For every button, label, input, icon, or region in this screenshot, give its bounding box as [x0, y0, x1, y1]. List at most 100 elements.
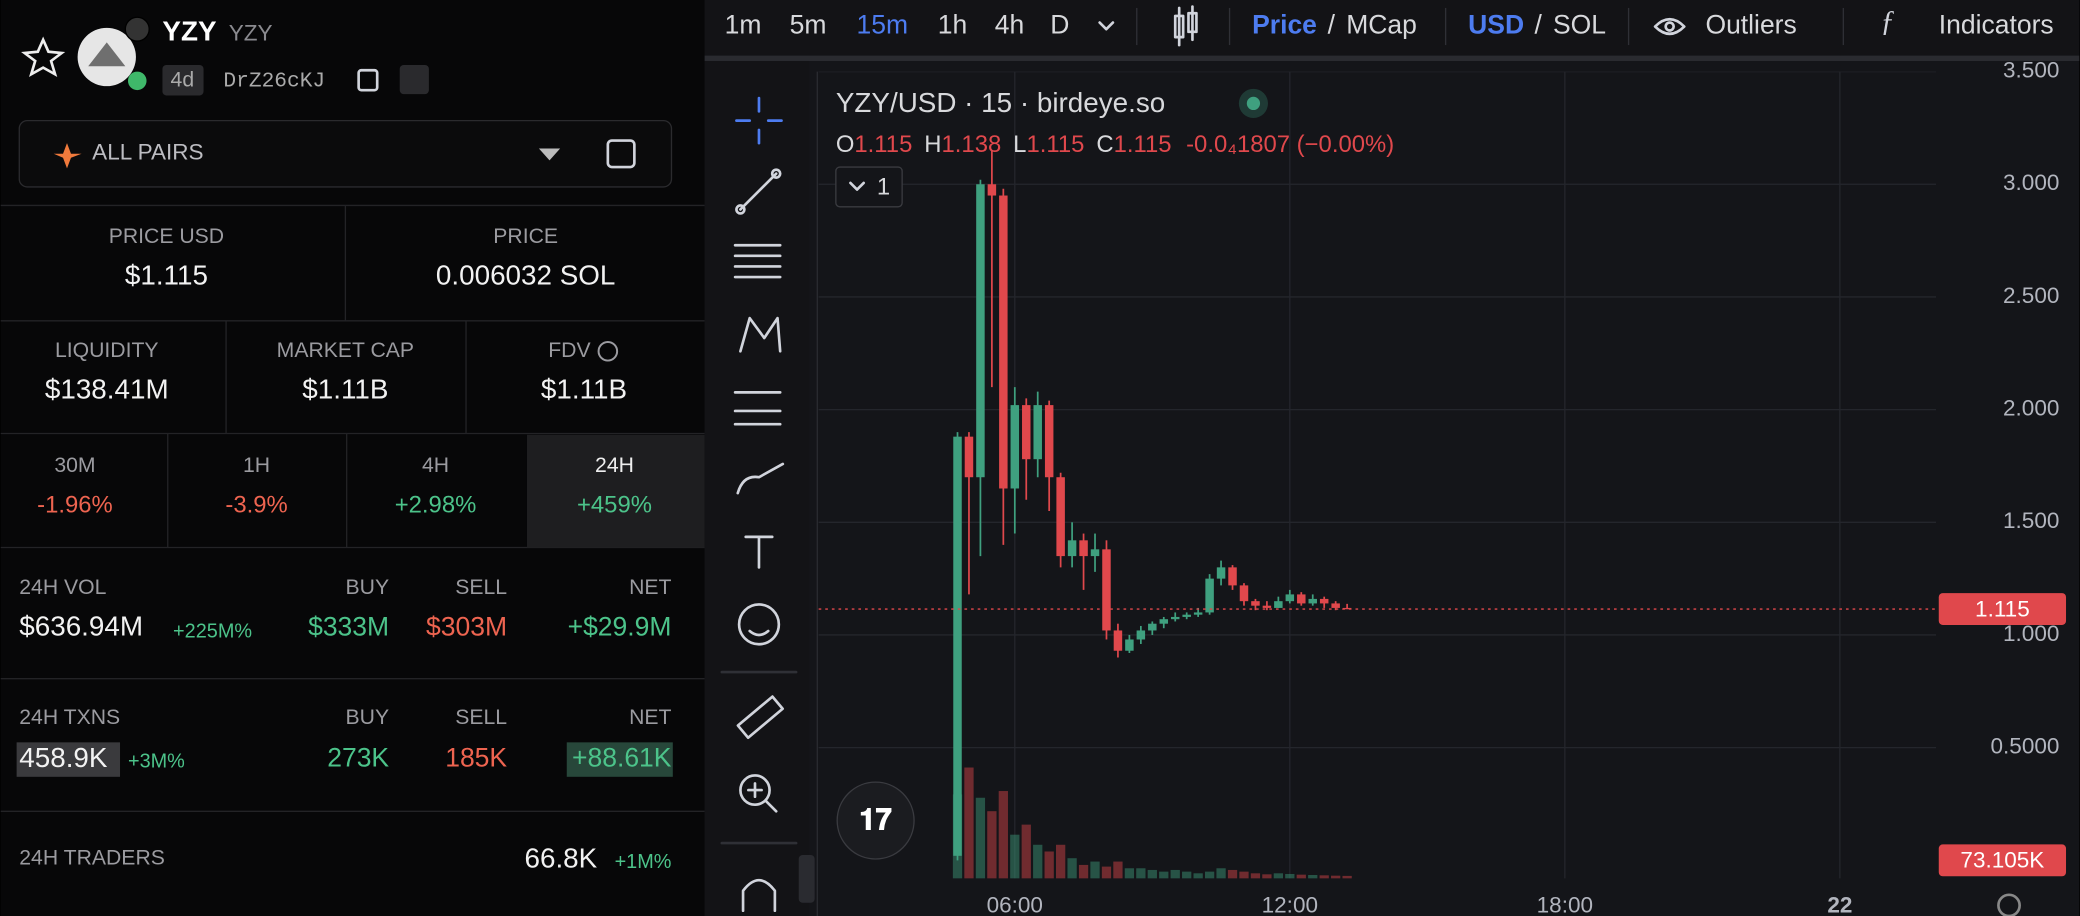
- interval-dropdown[interactable]: [1098, 21, 1115, 31]
- candle-body: [1148, 623, 1157, 631]
- candle-body: [1205, 578, 1214, 613]
- ruler-tool[interactable]: [736, 695, 784, 740]
- change-tab[interactable]: 1H: [243, 454, 270, 477]
- sparkle-icon: [53, 143, 82, 169]
- plot: [818, 71, 1937, 879]
- volume-bar: [1055, 844, 1066, 879]
- ohlc-legend: O1.115 H1.138 L1.115 C1.115 -0.0₄1807 (−…: [836, 131, 1394, 158]
- volume-bar: [1101, 866, 1112, 879]
- buy-label: BUY: [346, 706, 390, 729]
- volume-bar: [1147, 869, 1157, 879]
- pane-count: 1: [877, 174, 890, 201]
- legend-value: 1.138: [942, 131, 1002, 158]
- volume-bar: [1216, 868, 1226, 879]
- legend-value: 1.115: [854, 131, 912, 158]
- candle-body: [1297, 594, 1306, 604]
- tv-logo[interactable]: [836, 781, 915, 860]
- sell-label: SELL: [455, 576, 507, 599]
- crosshair-tool[interactable]: [735, 96, 783, 145]
- volume-bar: [1010, 834, 1020, 879]
- usd-toggle[interactable]: USD: [1468, 10, 1524, 40]
- interval-button[interactable]: 5m: [790, 10, 827, 40]
- row-total: 458.9K: [19, 742, 108, 773]
- candle-body: [987, 184, 997, 196]
- collapse-handle[interactable]: [798, 855, 815, 903]
- legend-change: -0.0₄1807 (−0.00%): [1186, 131, 1394, 158]
- emoji-tool[interactable]: [737, 603, 781, 646]
- drawing-tools: [720, 96, 798, 913]
- price-toggle[interactable]: Price: [1252, 10, 1317, 40]
- volume-bar: [1159, 871, 1169, 879]
- sell-label: SELL: [455, 706, 507, 729]
- candle-body: [1182, 614, 1191, 617]
- copy-pair[interactable]: [606, 139, 636, 169]
- interval-button[interactable]: 1m: [725, 10, 762, 40]
- change-value: +459%: [577, 492, 652, 519]
- pair-selector-label: ALL PAIRS: [92, 140, 203, 165]
- settings-icon[interactable]: [1997, 893, 2021, 916]
- volume-bar: [964, 767, 974, 879]
- x-tick-label: 18:00: [1537, 893, 1593, 916]
- text-tool[interactable]: [744, 535, 774, 569]
- candle-body: [1125, 639, 1134, 651]
- outliers-button[interactable]: Outliers: [1705, 10, 1796, 40]
- pair-selector[interactable]: [18, 119, 673, 188]
- open-link[interactable]: [399, 64, 429, 95]
- y-tick-label: 1.500: [2003, 508, 2059, 533]
- stat-label: PRICE: [493, 225, 558, 248]
- projection-tool[interactable]: [733, 391, 782, 426]
- chart-title: YZY/USD · 15 · birdeye.so: [836, 87, 1165, 118]
- row-label: 24H TRADERS: [19, 847, 165, 870]
- candle-body: [1090, 549, 1100, 557]
- candle-body: [1331, 603, 1340, 608]
- volume-bar: [1319, 875, 1329, 879]
- buy-value: 273K: [327, 743, 389, 773]
- buy-value: $333M: [308, 611, 389, 641]
- info-icon[interactable]: [597, 341, 619, 362]
- change-tab[interactable]: 4H: [422, 454, 449, 477]
- y-tick-label: 0.5000: [1991, 734, 2060, 759]
- interval-button[interactable]: D: [1050, 10, 1069, 40]
- fib-tool[interactable]: [733, 243, 782, 279]
- pattern-tool[interactable]: [739, 316, 782, 353]
- fx-icon: ƒ: [1880, 6, 1895, 38]
- candle-body: [1113, 630, 1123, 651]
- y-tick-label: 2.000: [2003, 396, 2059, 421]
- mcap-toggle[interactable]: MCap: [1346, 10, 1417, 40]
- chart-type-button[interactable]: [1173, 5, 1198, 47]
- candle-body: [1056, 477, 1065, 557]
- zoom-tool[interactable]: [739, 774, 778, 813]
- interval-button[interactable]: 4h: [995, 10, 1024, 40]
- net-label: NET: [629, 706, 671, 729]
- volume-bar: [987, 811, 997, 879]
- favorite-star[interactable]: [21, 36, 66, 77]
- stat-label: MARKET CAP: [277, 339, 414, 362]
- indicators-button[interactable]: Indicators: [1939, 10, 2054, 40]
- row-label: 24H VOL: [19, 576, 106, 599]
- x-tick-label: 06:00: [987, 893, 1043, 916]
- magnet-tool[interactable]: [741, 878, 777, 913]
- volume-bar: [1227, 869, 1238, 879]
- change-tab[interactable]: 30M: [54, 454, 95, 477]
- trendline-tool[interactable]: [735, 168, 782, 215]
- volume-bar: [1182, 871, 1192, 879]
- copy-address[interactable]: [357, 68, 379, 92]
- candle-body: [1285, 594, 1295, 602]
- interval-button[interactable]: 1h: [938, 10, 967, 40]
- sol-toggle[interactable]: SOL: [1553, 10, 1606, 40]
- interval-button[interactable]: 15m: [856, 10, 908, 40]
- highlight: [16, 742, 121, 777]
- candle-body: [1079, 540, 1088, 557]
- volume-bar: [1331, 875, 1341, 879]
- brush-tool[interactable]: [736, 462, 785, 495]
- change-value: -3.9%: [225, 492, 287, 519]
- volume-bar: [1078, 864, 1089, 879]
- change-value: -1.96%: [37, 492, 113, 519]
- change-tab[interactable]: 24H: [595, 454, 634, 477]
- pane-toggle[interactable]: [835, 166, 903, 208]
- volume-bar: [1204, 871, 1215, 879]
- status-dot: [1246, 96, 1261, 111]
